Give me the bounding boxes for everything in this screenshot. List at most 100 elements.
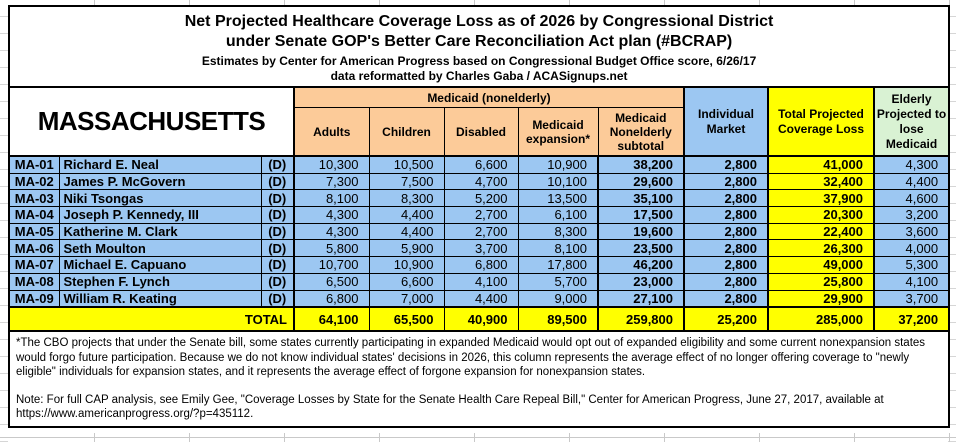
header-medicaid-group: Medicaid (nonelderly) [293,86,685,108]
cell-total-loss: 41,000 [767,155,875,174]
cell-total-loss: 20,300 [767,206,875,224]
footnote-cbo: *The CBO projects that under the Senate … [16,337,926,379]
cell-party: (D) [260,206,295,224]
cell-rep-name: Joseph P. Kennedy, III [58,206,262,224]
cell-total-loss: 26,300 [767,239,875,258]
header-children: Children [368,107,445,157]
gridlines-top-margin [0,0,956,5]
total-individual: 25,200 [683,306,769,333]
cell-medicaid-expansion: 10,100 [517,172,599,191]
cell-medicaid-expansion: 13,500 [517,189,599,208]
cell-total-loss: 32,400 [767,172,875,191]
cell-medicaid-subtotal: 38,200 [597,155,685,174]
cell-individual-market: 2,800 [683,222,769,241]
total-subtotal: 259,800 [597,306,685,333]
cell-medicaid-subtotal: 35,100 [597,189,685,208]
cell-individual-market: 2,800 [683,172,769,191]
gridlines-bottom-margin [0,433,956,442]
header-medicaid-expansion: Medicaid expansion* [517,107,599,157]
cell-rep-name: Michael E. Capuano [58,256,262,274]
cell-disabled: 4,700 [443,172,519,191]
cell-elderly: 5,300 [873,256,950,274]
cell-children: 10,500 [368,155,445,174]
cell-medicaid-expansion: 17,800 [517,256,599,274]
cell-rep-name: Stephen F. Lynch [58,272,262,291]
district-row: MA-01 Richard E. Neal (D) 10,300 10,500 6,600… [8,155,950,174]
cell-children: 4,400 [368,206,445,224]
cell-rep-name: William R. Keating [58,289,262,308]
cell-adults: 4,300 [293,222,370,241]
cell-disabled: 3,700 [443,239,519,258]
cell-district-code: MA-02 [8,172,60,191]
cell-elderly: 3,600 [873,222,950,241]
cell-children: 5,900 [368,239,445,258]
cell-elderly: 4,100 [873,272,950,291]
total-disabled: 40,900 [443,306,519,333]
cell-medicaid-subtotal: 46,200 [597,256,685,274]
cell-district-code: MA-01 [8,155,60,174]
cell-district-code: MA-03 [8,189,60,208]
subtitle-credit: data reformatted by Charles Gaba / ACASi… [330,69,628,83]
cell-rep-name: Seth Moulton [58,239,262,258]
district-row: MA-05 Katherine M. Clark (D) 4,300 4,400 2,70… [8,222,950,241]
cell-medicaid-expansion: 5,700 [517,272,599,291]
header-total-projected-loss: Total Projected Coverage Loss [767,86,875,157]
cell-medicaid-expansion: 8,300 [517,222,599,241]
cell-total-loss: 49,000 [767,256,875,274]
cell-disabled: 2,700 [443,222,519,241]
cell-elderly: 3,700 [873,289,950,308]
cell-rep-name: Niki Tsongas [58,189,262,208]
cell-elderly: 4,000 [873,239,950,258]
cell-medicaid-expansion: 8,100 [517,239,599,258]
gridlines-left-margin [0,0,8,442]
district-row: MA-06 Seth Moulton (D) 5,800 5,900 3,700 8,100… [8,239,950,258]
total-row: TOTAL 64,100 65,500 40,900 89,500 259,80… [8,306,950,333]
header-medicaid-subtotal: Medicaid Nonelderly subtotal [597,107,685,157]
district-row: MA-07 Michael E. Capuano (D) 10,700 10,900 6,… [8,256,950,274]
cell-children: 7,000 [368,289,445,308]
cell-medicaid-expansion: 10,900 [517,155,599,174]
cell-disabled: 6,600 [443,155,519,174]
title-line2: under Senate GOP's Better Care Reconcili… [225,33,733,50]
footnote-cap: Note: For full CAP analysis, see Emily G… [16,393,884,421]
cell-total-loss: 37,900 [767,189,875,208]
gridlines-right-margin [948,0,956,442]
cell-individual-market: 2,800 [683,289,769,308]
cell-party: (D) [260,172,295,191]
cell-district-code: MA-06 [8,239,60,258]
cell-children: 6,600 [368,272,445,291]
total-children: 65,500 [368,306,445,333]
cell-adults: 5,800 [293,239,370,258]
cell-medicaid-subtotal: 17,500 [597,206,685,224]
cell-individual-market: 2,800 [683,155,769,174]
cell-party: (D) [260,272,295,291]
cell-medicaid-subtotal: 29,600 [597,172,685,191]
cell-party: (D) [260,239,295,258]
footnote-block: *The CBO projects that under the Senate … [8,330,950,428]
cell-individual-market: 2,800 [683,272,769,291]
coverage-loss-table: Net Projected Healthcare Coverage Loss a… [8,5,951,429]
title-line1: Net Projected Healthcare Coverage Loss a… [184,13,774,30]
cell-medicaid-subtotal: 27,100 [597,289,685,308]
cell-disabled: 4,400 [443,289,519,308]
total-elderly: 37,200 [873,306,950,333]
district-row: MA-02 James P. McGovern (D) 7,300 7,500 4,700… [8,172,950,191]
cell-elderly: 4,300 [873,155,950,174]
cell-adults: 4,300 [293,206,370,224]
cell-total-loss: 22,400 [767,222,875,241]
cell-medicaid-subtotal: 23,000 [597,272,685,291]
cell-district-code: MA-07 [8,256,60,274]
cell-children: 10,900 [368,256,445,274]
cell-district-code: MA-04 [8,206,60,224]
header-elderly-medicaid: Elderly Projected to lose Medicaid [872,86,951,157]
cell-individual-market: 2,800 [683,239,769,258]
total-adults: 64,100 [293,306,370,333]
district-row: MA-09 William R. Keating (D) 6,800 7,000 4,40… [8,289,950,308]
cell-individual-market: 2,800 [683,206,769,224]
cell-disabled: 6,800 [443,256,519,274]
header-adults: Adults [293,107,370,157]
cell-medicaid-expansion: 9,000 [517,289,599,308]
title-block: Net Projected Healthcare Coverage Loss a… [8,5,950,88]
cell-party: (D) [260,155,295,174]
